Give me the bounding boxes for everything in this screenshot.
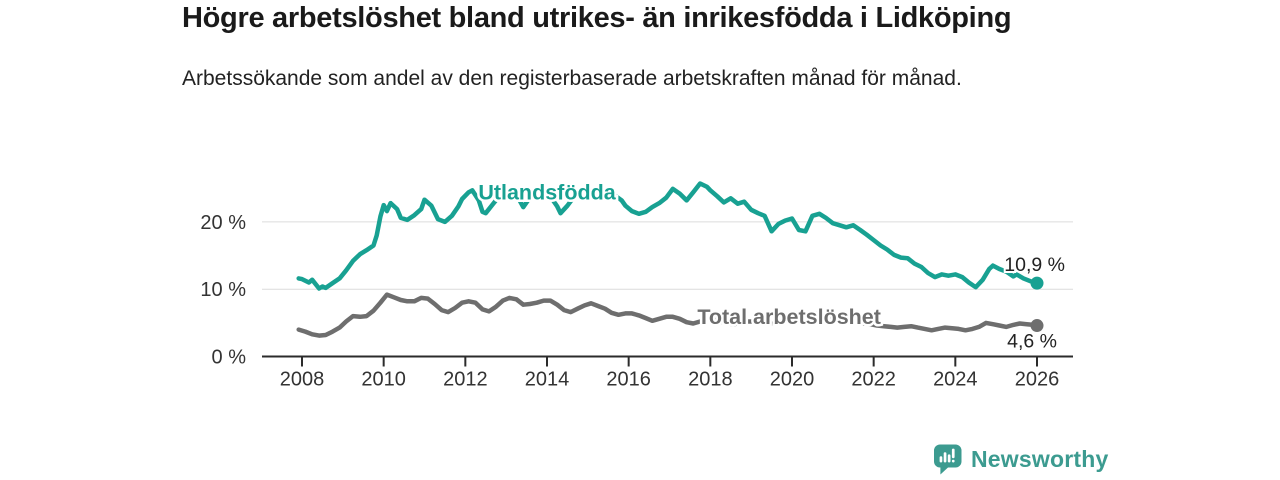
- end-value-label-total-arbetsl-shet: 4,6 %: [1007, 331, 1057, 353]
- series-line-total-arbetsl-shet: [296, 292, 1040, 338]
- x-tick-label: 2008: [280, 369, 325, 391]
- chart-title: Högre arbetslöshet bland utrikes- än inr…: [182, 2, 1012, 34]
- series-line-utlandsf-dda: [296, 181, 1040, 291]
- series-label-total-arbetsl-shet: Total arbetslöshet: [697, 305, 881, 329]
- x-tick-label: 2026: [1015, 369, 1060, 391]
- x-tick-label: 2016: [606, 369, 651, 391]
- newsworthy-logo-text: Newsworthy: [971, 446, 1109, 472]
- end-value-label-utlandsf-dda: 10,9 %: [1004, 254, 1065, 276]
- y-tick-label: 0 %: [212, 347, 247, 369]
- series-end-dot-total-arbetsl-shet: [1030, 319, 1044, 333]
- x-tick-label: 2022: [851, 369, 896, 391]
- y-tick-label: 20 %: [200, 212, 246, 234]
- series-label-utlandsf-dda: Utlandsfödda: [478, 180, 616, 204]
- x-tick-label: 2020: [770, 369, 815, 391]
- newsworthy-logo: Newsworthy: [934, 444, 1108, 475]
- y-tick-label: 10 %: [200, 279, 246, 301]
- x-tick-label: 2012: [443, 369, 488, 391]
- bar-chart-speech-bubble-icon: [934, 444, 962, 475]
- x-tick-label: 2010: [361, 369, 406, 391]
- x-tick-label: 2018: [688, 369, 733, 391]
- x-tick-label: 2024: [933, 369, 978, 391]
- chart-subtitle: Arbetssökande som andel av den registerb…: [182, 67, 962, 90]
- series-end-dot-utlandsf-dda: [1030, 276, 1044, 290]
- x-tick-label: 2014: [525, 369, 570, 391]
